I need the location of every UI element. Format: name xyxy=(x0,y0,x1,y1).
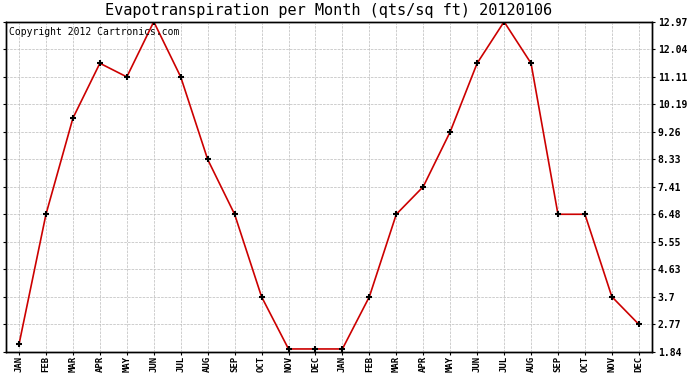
Text: Copyright 2012 Cartronics.com: Copyright 2012 Cartronics.com xyxy=(9,27,179,37)
Title: Evapotranspiration per Month (qts/sq ft) 20120106: Evapotranspiration per Month (qts/sq ft)… xyxy=(106,3,553,18)
